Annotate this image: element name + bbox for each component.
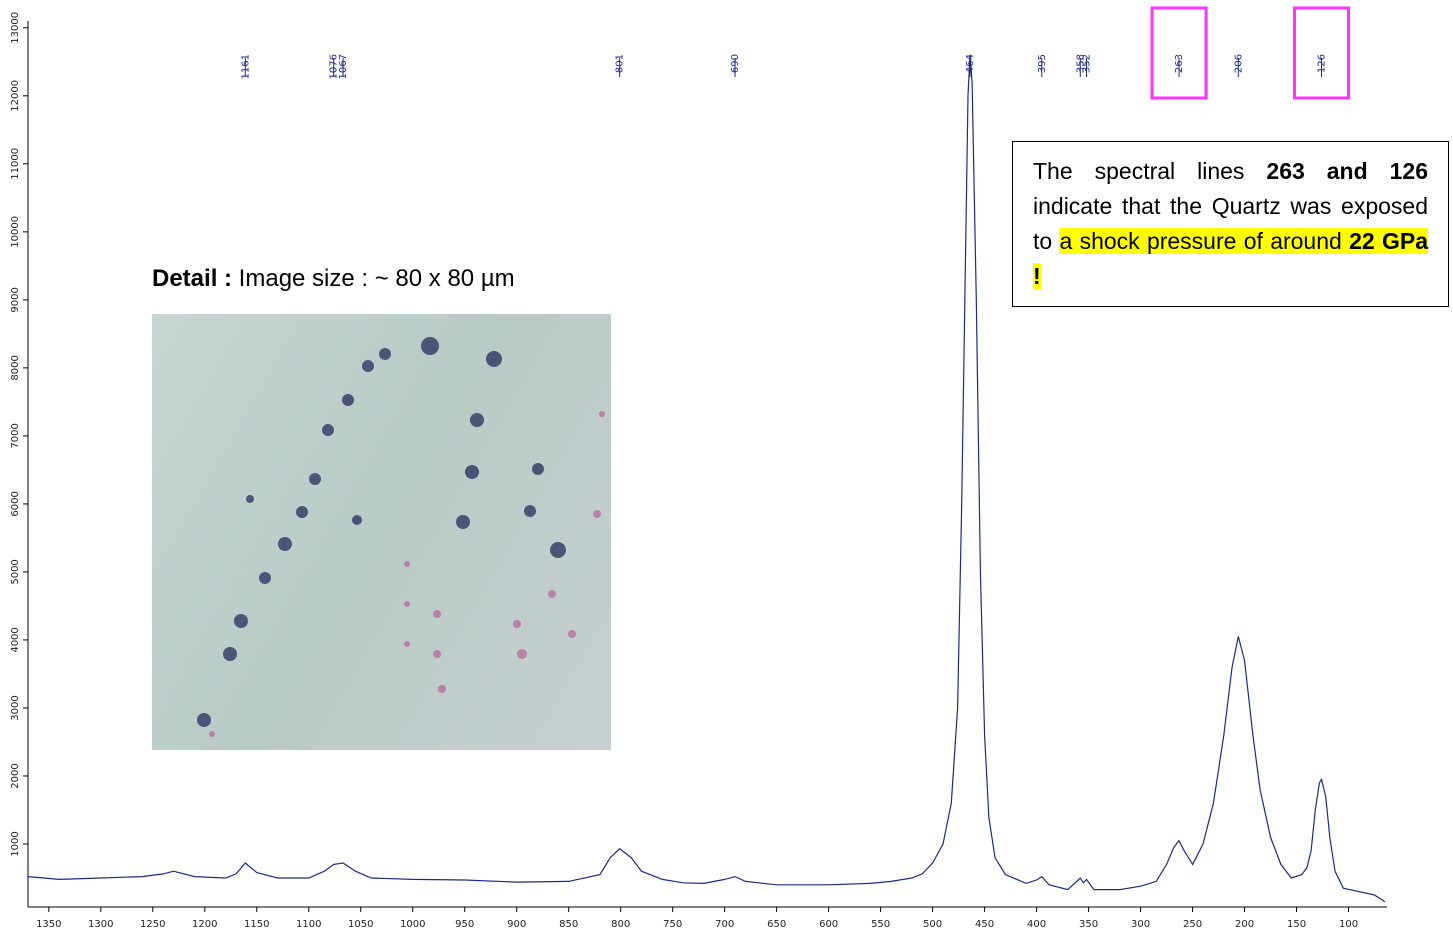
x-tick-label: 600 — [819, 919, 838, 930]
y-tick-label: 6000 — [10, 491, 21, 516]
x-tick-label: 650 — [767, 919, 786, 930]
spectrum-line — [27, 54, 1386, 903]
peak-label: 1161 — [240, 54, 251, 79]
peak-label: 126 — [1316, 54, 1327, 73]
x-tick-label: 450 — [975, 919, 994, 930]
x-tick-label: 800 — [611, 919, 630, 930]
y-tick-label: 11000 — [10, 148, 21, 180]
x-tick-label: 100 — [1339, 919, 1358, 930]
x-tick-label: 850 — [559, 919, 578, 930]
y-tick-label: 1000 — [10, 831, 21, 856]
annotation: The spectral lines 263 and 126 indicate … — [1012, 141, 1449, 307]
peak-highlight — [1292, 6, 1350, 100]
x-tick-label: 1350 — [36, 919, 61, 930]
x-tick-label: 500 — [923, 919, 942, 930]
peak-highlight — [1150, 6, 1208, 100]
y-tick-label: 3000 — [10, 695, 21, 720]
peak-label: 206 — [1233, 54, 1244, 73]
peak-label: 395 — [1037, 54, 1048, 73]
peak-label: 1076 — [329, 54, 340, 79]
x-tick-label: 550 — [871, 919, 890, 930]
detail-text: Image size : ~ 80 x 80 µm — [232, 265, 515, 292]
x-tick-label: 900 — [507, 919, 526, 930]
peak-label: 801 — [615, 54, 626, 73]
x-tick-label: 750 — [663, 919, 682, 930]
x-tick-label: 300 — [1131, 919, 1150, 930]
x-tick-label: 200 — [1235, 919, 1254, 930]
y-tick-label: 4000 — [10, 627, 21, 652]
inclusions — [197, 337, 605, 737]
x-tick-label: 1100 — [296, 919, 321, 930]
x-tick-label: 1300 — [88, 919, 113, 930]
peak-label: 1067 — [338, 54, 349, 79]
x-tick-label: 1050 — [348, 919, 373, 930]
y-tick-label: 2000 — [10, 763, 21, 788]
y-tick-label: 8000 — [10, 355, 21, 380]
y-tick-label: 5000 — [10, 559, 21, 584]
annotation-text: The spectral lines — [1033, 158, 1267, 184]
peak-label: 690 — [730, 54, 741, 73]
x-tick-label: 400 — [1027, 919, 1046, 930]
x-tick-label: 250 — [1183, 919, 1202, 930]
x-tick-label: 700 — [715, 919, 734, 930]
annotation-highlight: a shock pressure of around — [1059, 228, 1350, 254]
y-tick-label: 12000 — [10, 80, 21, 112]
y-tick-label: 7000 — [10, 423, 21, 448]
peak-label: 352 — [1082, 54, 1093, 73]
detail-caption: Detail : Image size : ~ 80 x 80 µm — [152, 265, 515, 293]
annotation-bold: 263 and 126 — [1266, 158, 1429, 184]
x-tick-label: 950 — [455, 919, 474, 930]
detail-label: Detail : — [152, 265, 233, 292]
x-tick-label: 1250 — [140, 919, 165, 930]
y-tick-label: 10000 — [10, 216, 21, 248]
y-tick-label: 9000 — [10, 287, 21, 312]
x-tick-label: 1200 — [192, 919, 217, 930]
x-tick-label: 350 — [1079, 919, 1098, 930]
x-tick-label: 1150 — [244, 919, 269, 930]
y-tick-label: 13000 — [10, 12, 21, 44]
detail-image — [152, 314, 611, 750]
peak-label: 464 — [965, 54, 976, 73]
x-tick-label: 1000 — [400, 919, 425, 930]
annotation-text: indicate that the Quartz was exposed to — [1033, 193, 1428, 254]
peak-label: 358 — [1075, 54, 1086, 73]
x-tick-label: 150 — [1287, 919, 1306, 930]
peak-label: 263 — [1174, 54, 1185, 73]
